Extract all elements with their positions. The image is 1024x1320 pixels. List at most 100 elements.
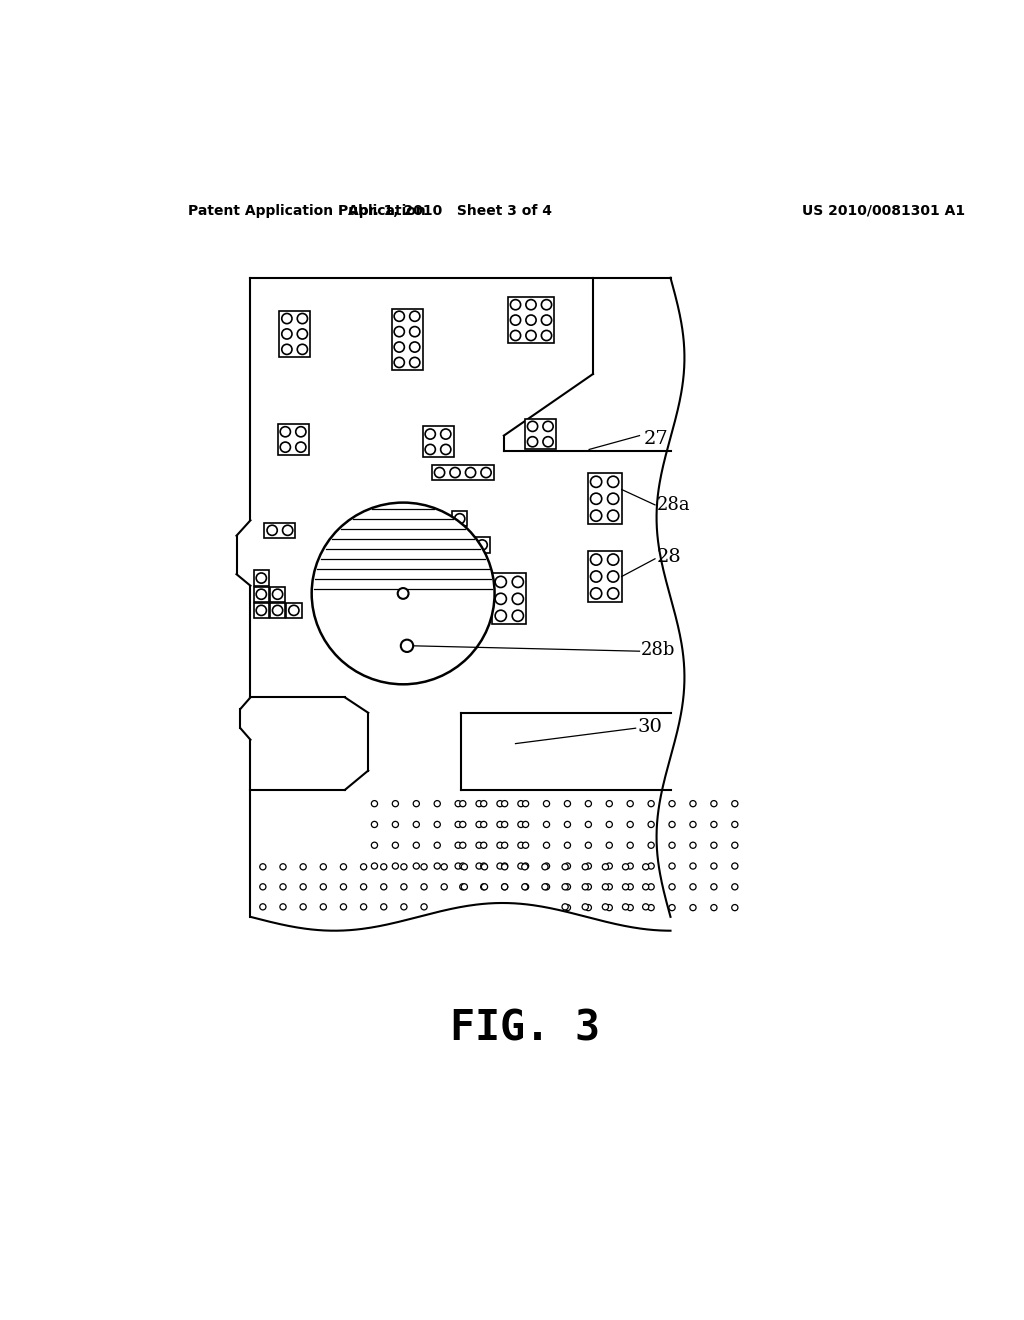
Bar: [588, 474, 622, 524]
Circle shape: [414, 821, 420, 828]
Circle shape: [392, 800, 398, 807]
Circle shape: [256, 573, 266, 583]
Circle shape: [562, 904, 568, 909]
Circle shape: [421, 863, 427, 870]
Circle shape: [441, 884, 447, 890]
Text: Apr. 1, 2010   Sheet 3 of 4: Apr. 1, 2010 Sheet 3 of 4: [347, 203, 552, 218]
Circle shape: [512, 577, 523, 587]
Circle shape: [543, 421, 553, 432]
Bar: [264, 523, 295, 539]
Circle shape: [434, 842, 440, 849]
Circle shape: [583, 904, 589, 909]
Circle shape: [414, 863, 420, 869]
Circle shape: [627, 904, 633, 911]
Circle shape: [394, 326, 404, 337]
Circle shape: [512, 610, 523, 622]
Circle shape: [711, 884, 717, 890]
Circle shape: [460, 863, 466, 869]
Circle shape: [392, 863, 398, 869]
Circle shape: [711, 821, 717, 828]
Circle shape: [648, 863, 654, 869]
Circle shape: [544, 863, 550, 869]
Circle shape: [394, 312, 404, 321]
Circle shape: [372, 863, 378, 869]
Circle shape: [421, 884, 427, 890]
Circle shape: [526, 300, 537, 310]
Circle shape: [510, 330, 520, 341]
Circle shape: [607, 554, 618, 565]
Circle shape: [392, 821, 398, 828]
Circle shape: [282, 313, 292, 323]
Circle shape: [606, 863, 612, 869]
Circle shape: [522, 800, 528, 807]
Bar: [280, 312, 310, 358]
Circle shape: [381, 904, 387, 909]
Circle shape: [562, 884, 568, 890]
Circle shape: [372, 800, 378, 807]
Circle shape: [460, 821, 466, 828]
Bar: [391, 309, 423, 370]
Circle shape: [455, 863, 461, 869]
Text: 27: 27: [643, 430, 668, 449]
Circle shape: [543, 437, 553, 447]
Circle shape: [461, 863, 467, 870]
Circle shape: [410, 326, 420, 337]
Circle shape: [586, 884, 592, 890]
Circle shape: [732, 863, 738, 869]
Circle shape: [690, 800, 696, 807]
Circle shape: [606, 842, 612, 849]
Circle shape: [607, 477, 618, 487]
Circle shape: [502, 863, 508, 869]
Circle shape: [481, 863, 487, 870]
Circle shape: [441, 863, 447, 870]
Circle shape: [372, 821, 378, 828]
Circle shape: [518, 800, 524, 807]
Circle shape: [669, 884, 675, 890]
Circle shape: [381, 884, 387, 890]
Circle shape: [497, 842, 503, 849]
Circle shape: [502, 884, 508, 890]
Circle shape: [542, 315, 552, 325]
Circle shape: [256, 589, 266, 599]
Bar: [452, 511, 467, 527]
Circle shape: [440, 445, 451, 454]
Circle shape: [586, 842, 592, 849]
Circle shape: [690, 863, 696, 869]
Circle shape: [480, 842, 486, 849]
Circle shape: [502, 800, 508, 807]
Circle shape: [480, 800, 486, 807]
Circle shape: [669, 821, 675, 828]
Circle shape: [711, 842, 717, 849]
Circle shape: [602, 863, 608, 870]
Circle shape: [466, 467, 476, 478]
Bar: [270, 603, 286, 618]
Circle shape: [522, 821, 528, 828]
Circle shape: [643, 863, 649, 870]
Circle shape: [711, 904, 717, 911]
Circle shape: [606, 800, 612, 807]
Circle shape: [360, 884, 367, 890]
Circle shape: [400, 640, 414, 652]
Circle shape: [564, 904, 570, 911]
Circle shape: [586, 821, 592, 828]
Circle shape: [732, 884, 738, 890]
Circle shape: [591, 554, 602, 565]
Circle shape: [421, 904, 427, 909]
Circle shape: [562, 863, 568, 870]
Circle shape: [321, 863, 327, 870]
Circle shape: [623, 904, 629, 909]
Circle shape: [496, 593, 507, 605]
Bar: [458, 537, 473, 553]
Circle shape: [732, 904, 738, 911]
Circle shape: [260, 863, 266, 870]
Circle shape: [648, 821, 654, 828]
Circle shape: [297, 313, 307, 323]
Circle shape: [591, 477, 602, 487]
Circle shape: [496, 577, 507, 587]
Circle shape: [669, 863, 675, 869]
Circle shape: [521, 863, 528, 870]
Circle shape: [414, 842, 420, 849]
Circle shape: [690, 842, 696, 849]
Circle shape: [522, 842, 528, 849]
Circle shape: [476, 863, 482, 869]
